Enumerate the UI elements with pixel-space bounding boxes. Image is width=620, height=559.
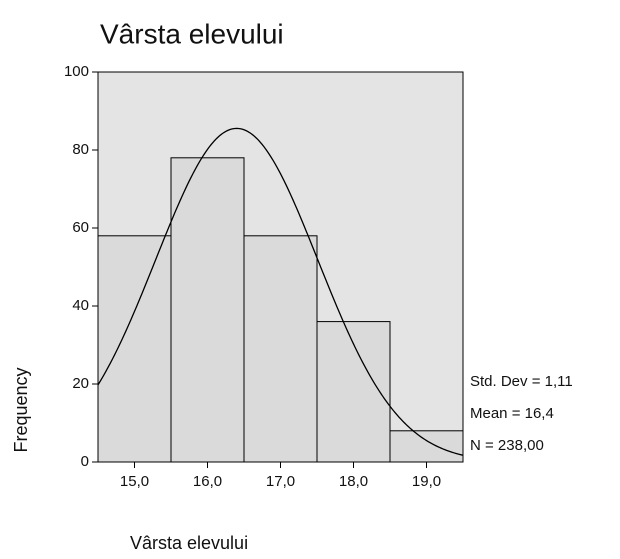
bar bbox=[170, 157, 245, 463]
y-tick-label: 100 bbox=[64, 63, 89, 80]
stat-n: N = 238,00 bbox=[470, 437, 544, 454]
y-axis-label: Frequency bbox=[11, 367, 31, 452]
y-tick-label: 0 bbox=[81, 453, 89, 470]
x-tick-label: 15,0 bbox=[120, 473, 149, 490]
bar bbox=[243, 235, 318, 463]
x-tick-label: 19,0 bbox=[412, 473, 441, 490]
x-tick-label: 18,0 bbox=[339, 473, 368, 490]
plot-frame bbox=[97, 71, 464, 463]
x-tick-label: 17,0 bbox=[266, 473, 295, 490]
bar bbox=[389, 430, 464, 463]
bar bbox=[97, 235, 172, 463]
normal-curve bbox=[98, 127, 463, 456]
stat-mean: Mean = 16,4 bbox=[470, 405, 554, 422]
x-axis-label: Vârsta elevului bbox=[130, 533, 248, 553]
stat-std-dev: Std. Dev = 1,11 bbox=[470, 373, 573, 390]
chart-title: Vârsta elevului bbox=[100, 18, 284, 49]
x-tick-label: 16,0 bbox=[193, 473, 222, 490]
y-tick-label: 20 bbox=[72, 375, 89, 392]
y-tick-label: 80 bbox=[72, 141, 89, 158]
y-tick-label: 60 bbox=[72, 219, 89, 236]
y-tick-label: 40 bbox=[72, 297, 89, 314]
